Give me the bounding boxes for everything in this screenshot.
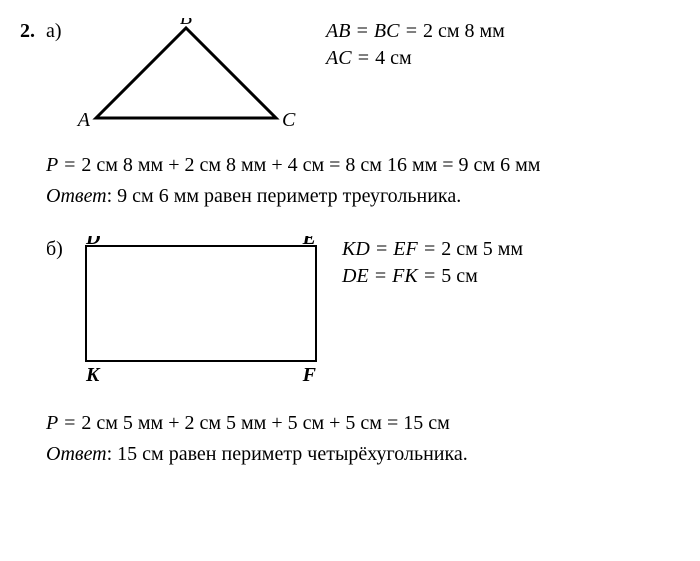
- rectangle-shape: [86, 246, 316, 361]
- given-line-2: AC = 4 см: [326, 45, 505, 72]
- vertex-f: F: [302, 364, 317, 386]
- triangle-figure: A B C: [76, 18, 306, 138]
- given1b-val: 2 см 5 мм: [441, 238, 523, 260]
- vertex-e: E: [302, 236, 316, 249]
- given2b-val: 5 см: [441, 265, 478, 287]
- triangle-svg: A B C: [76, 18, 306, 138]
- part-a-formula: P = 2 см 8 мм + 2 см 8 мм + 4 см = 8 см …: [46, 152, 680, 179]
- given1-val: 2 см 8 мм: [423, 20, 505, 42]
- part-a-row: 2. а) A B C AB = BC = 2 см 8 мм AC = 4 с…: [20, 18, 680, 138]
- given1-lhs: AB = BC =: [326, 20, 423, 42]
- problem-number: 2.: [20, 18, 46, 45]
- rectangle-figure: D E K F: [76, 236, 336, 396]
- part-b-answer: Ответ: 15 см равен периметр четырёхуголь…: [46, 441, 680, 468]
- vertex-c: C: [282, 109, 296, 131]
- given2-lhs: AC =: [326, 47, 375, 69]
- answer-text: : 9 см 6 мм равен периметр треугольника.: [107, 185, 462, 207]
- given-line-1: AB = BC = 2 см 8 мм: [326, 18, 505, 45]
- given1b-lhs: KD = EF =: [342, 238, 441, 260]
- answer-label-b: Ответ: [46, 443, 107, 465]
- part-a-answer: Ответ: 9 см 6 мм равен периметр треуголь…: [46, 183, 680, 210]
- vertex-b: B: [180, 18, 192, 29]
- rectangle-svg: D E K F: [76, 236, 336, 396]
- formula-p-symbol: P =: [46, 154, 81, 176]
- formula-body-b: 2 см 5 мм + 2 см 5 мм + 5 см + 5 см = 15…: [81, 412, 449, 434]
- given2b-lhs: DE = FK =: [342, 265, 441, 287]
- part-b-given: KD = EF = 2 см 5 мм DE = FK = 5 см: [342, 236, 523, 290]
- part-a-label: а): [46, 18, 76, 45]
- given-line-2b: DE = FK = 5 см: [342, 263, 523, 290]
- triangle-shape: [96, 28, 276, 118]
- part-a-given: AB = BC = 2 см 8 мм AC = 4 см: [326, 18, 505, 72]
- given-line-1b: KD = EF = 2 см 5 мм: [342, 236, 523, 263]
- formula-body: 2 см 8 мм + 2 см 8 мм + 4 см = 8 см 16 м…: [81, 154, 540, 176]
- vertex-k: K: [85, 364, 101, 386]
- part-b-row: б) D E K F KD = EF = 2 см 5 мм DE = FK =…: [20, 236, 680, 396]
- answer-text-b: : 15 см равен периметр четырёхугольника.: [107, 443, 468, 465]
- part-b-formula: P = 2 см 5 мм + 2 см 5 мм + 5 см + 5 см …: [46, 410, 680, 437]
- vertex-a: A: [76, 109, 91, 131]
- given2-val: 4 см: [375, 47, 412, 69]
- formula-p-symbol-b: P =: [46, 412, 81, 434]
- vertex-d: D: [85, 236, 100, 249]
- part-b-label: б): [46, 236, 76, 263]
- answer-label: Ответ: [46, 185, 107, 207]
